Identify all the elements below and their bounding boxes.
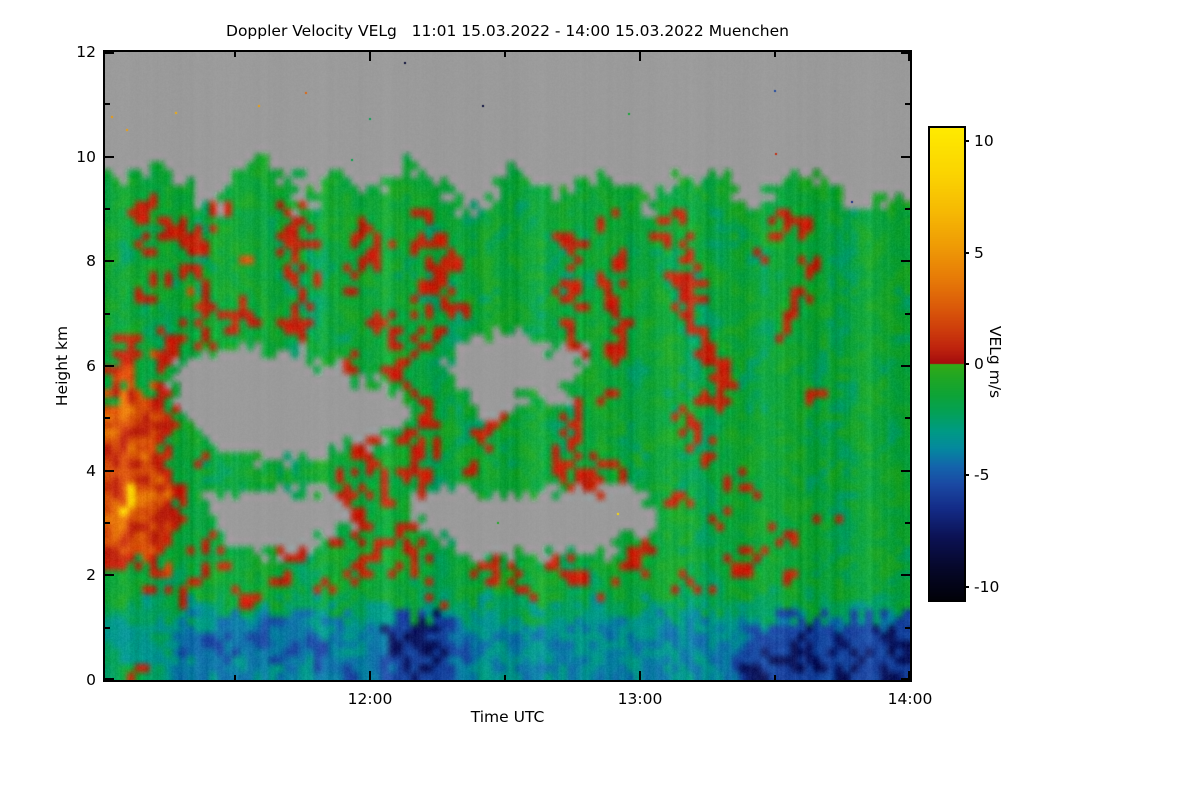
tick-mark	[504, 52, 506, 57]
y-tick-label: 0	[86, 671, 96, 689]
colorbar-tick-mark	[964, 586, 969, 588]
colorbar-tick-label: 5	[974, 244, 984, 262]
colorbar-tick-label: -10	[974, 578, 1000, 596]
heatmap-canvas	[105, 52, 910, 680]
y-tick-label: 2	[86, 566, 96, 584]
colorbar-tick-label: 10	[974, 132, 994, 150]
tick-mark	[105, 417, 110, 419]
colorbar-tick-mark	[964, 474, 969, 476]
tick-mark	[905, 627, 910, 629]
y-tick-label: 8	[86, 252, 96, 270]
tick-mark	[905, 103, 910, 105]
colorbar-label: VELg m/s	[986, 325, 1004, 399]
colorbar-gradient	[930, 128, 964, 600]
tick-mark	[901, 678, 910, 680]
tick-mark	[901, 574, 910, 576]
tick-mark	[639, 52, 641, 61]
tick-mark	[908, 671, 910, 680]
tick-mark	[105, 52, 114, 54]
tick-mark	[639, 671, 641, 680]
tick-mark	[901, 156, 910, 158]
tick-mark	[905, 313, 910, 315]
tick-mark	[105, 470, 114, 472]
tick-mark	[105, 260, 114, 262]
x-axis-label: Time UTC	[470, 708, 545, 726]
tick-mark	[369, 52, 371, 61]
tick-mark	[774, 52, 776, 57]
tick-mark	[105, 627, 110, 629]
tick-mark	[901, 470, 910, 472]
x-tick-label: 14:00	[887, 690, 933, 708]
colorbar-tick-label: 0	[974, 355, 984, 373]
tick-mark	[905, 522, 910, 524]
colorbar	[928, 126, 966, 602]
tick-mark	[905, 208, 910, 210]
tick-mark	[504, 675, 506, 680]
tick-mark	[905, 417, 910, 419]
tick-mark	[774, 675, 776, 680]
tick-mark	[105, 678, 114, 680]
tick-mark	[901, 260, 910, 262]
colorbar-tick-mark	[964, 252, 969, 254]
tick-mark	[105, 365, 114, 367]
tick-mark	[234, 675, 236, 680]
tick-mark	[901, 365, 910, 367]
x-tick-label: 13:00	[617, 690, 663, 708]
plot-area	[103, 50, 912, 682]
tick-mark	[234, 52, 236, 57]
tick-mark	[105, 103, 110, 105]
colorbar-tick-mark	[964, 363, 969, 365]
tick-mark	[105, 156, 114, 158]
y-tick-label: 4	[86, 462, 96, 480]
y-tick-label: 6	[86, 357, 96, 375]
tick-mark	[901, 52, 910, 54]
tick-mark	[105, 313, 110, 315]
tick-mark	[105, 208, 110, 210]
tick-mark	[105, 574, 114, 576]
tick-mark	[369, 671, 371, 680]
x-tick-label: 12:00	[347, 690, 393, 708]
y-tick-label: 12	[76, 43, 96, 61]
y-tick-label: 10	[76, 148, 96, 166]
chart-title: Doppler Velocity VELg 11:01 15.03.2022 -…	[226, 22, 789, 40]
tick-mark	[908, 52, 910, 61]
tick-mark	[105, 522, 110, 524]
colorbar-tick-label: -5	[974, 466, 990, 484]
colorbar-tick-mark	[964, 140, 969, 142]
